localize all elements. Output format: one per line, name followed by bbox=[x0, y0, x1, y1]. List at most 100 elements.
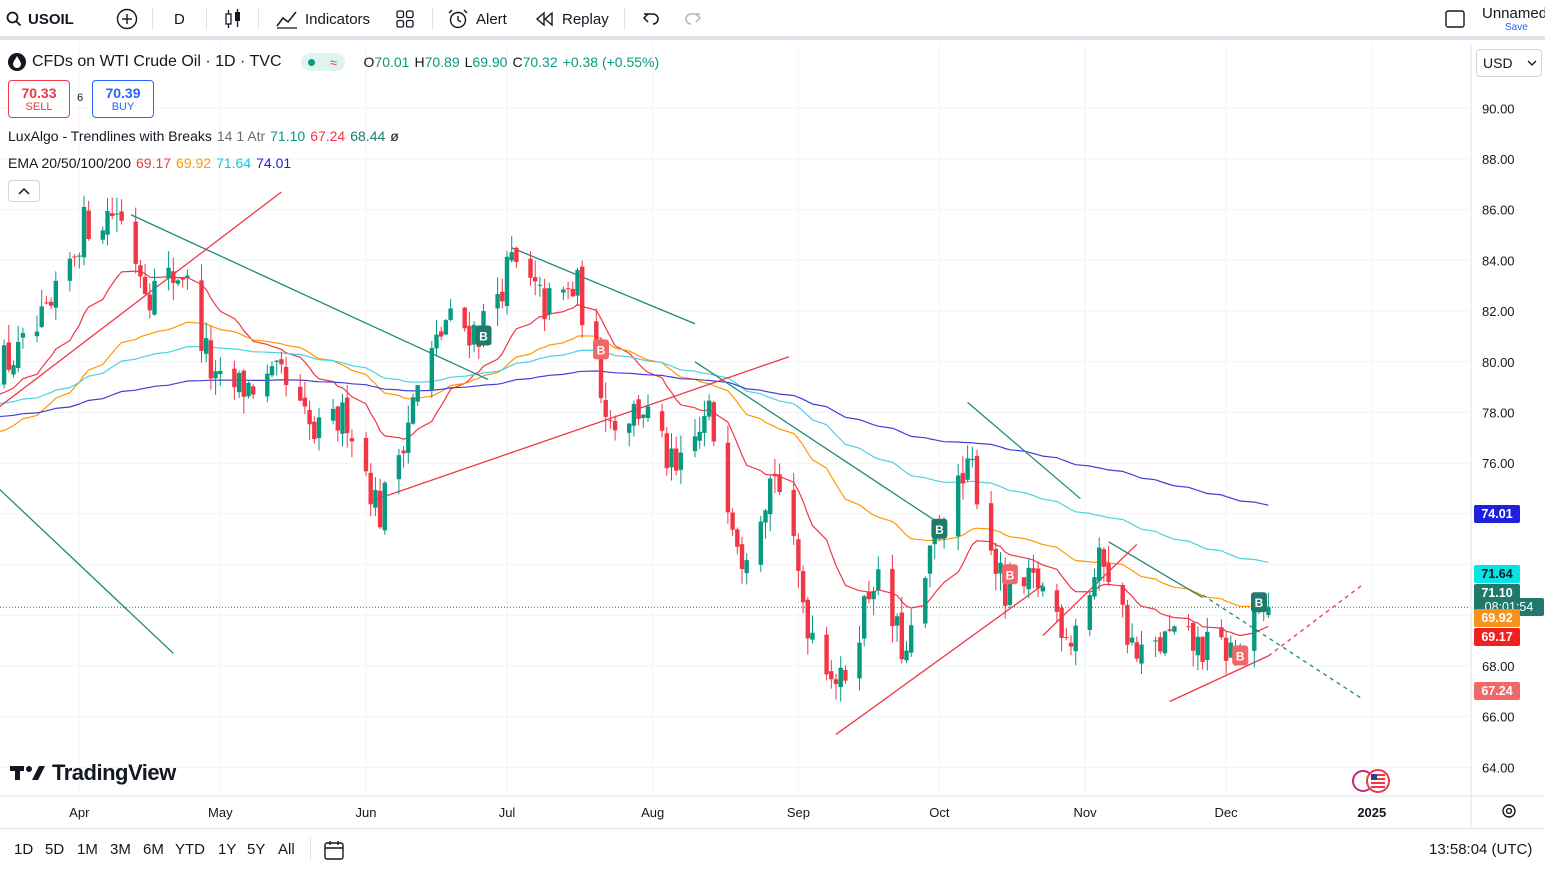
chart-area[interactable]: 64.00 66.00 68.00 76.00 78.00 80.00 82.00 84.00… bbox=[0, 44, 1545, 828]
candle-body bbox=[208, 340, 214, 379]
indicator-value-upper: 71.10 bbox=[270, 128, 306, 144]
candle-body bbox=[1068, 642, 1074, 647]
candle-body bbox=[909, 625, 914, 653]
candle-body bbox=[11, 365, 16, 375]
add-circle-icon bbox=[116, 8, 138, 30]
interval-button[interactable]: D bbox=[174, 0, 185, 38]
time-axis-label: Jul bbox=[499, 805, 516, 820]
ema200-value: 74.01 bbox=[256, 155, 292, 171]
range-button-ytd[interactable]: YTD bbox=[175, 841, 205, 858]
candle-body bbox=[448, 308, 453, 320]
downtrend-line bbox=[967, 401, 1081, 500]
candle-body bbox=[763, 510, 768, 523]
candle-body bbox=[768, 478, 773, 515]
candle-body bbox=[678, 452, 684, 470]
indicators-button[interactable]: Indicators bbox=[275, 0, 370, 38]
compare-button[interactable] bbox=[116, 0, 138, 38]
indicators-label: Indicators bbox=[305, 10, 371, 28]
candle-body bbox=[1097, 547, 1102, 581]
goto-date-button[interactable] bbox=[322, 839, 346, 866]
layouts-button[interactable] bbox=[394, 0, 416, 38]
alert-button[interactable]: Alert bbox=[446, 0, 507, 38]
buy-button[interactable]: 70.39 BUY bbox=[92, 80, 154, 118]
candle-body bbox=[251, 386, 256, 395]
range-button-6m[interactable]: 6M bbox=[143, 841, 164, 858]
ema100-value: 71.64 bbox=[216, 155, 252, 171]
time-axis-label: Aug bbox=[641, 805, 664, 820]
layout-name[interactable]: Unnamed bbox=[1482, 6, 1545, 22]
economic-events-icon[interactable] bbox=[1350, 768, 1396, 794]
candle-body bbox=[213, 371, 218, 379]
candle-body bbox=[711, 402, 716, 442]
ema50-line bbox=[0, 321, 1269, 608]
candle-body bbox=[791, 489, 796, 536]
save-link[interactable]: Save bbox=[1505, 22, 1528, 33]
candle-body bbox=[467, 325, 472, 346]
candle-body bbox=[335, 406, 340, 431]
candle-body bbox=[152, 280, 157, 315]
close-value: 70.32 bbox=[522, 54, 558, 70]
candle-body bbox=[1040, 586, 1045, 592]
high-value: 70.89 bbox=[424, 54, 460, 70]
candle-body bbox=[890, 568, 895, 627]
candle-body bbox=[664, 433, 669, 469]
candle-body bbox=[471, 324, 477, 345]
indicator-value-lower: 67.24 bbox=[310, 128, 346, 144]
candle-body bbox=[138, 265, 143, 277]
time-axis-label: May bbox=[208, 805, 233, 820]
candle-body bbox=[1228, 642, 1233, 658]
undo-button[interactable] bbox=[641, 0, 661, 38]
candle-body bbox=[316, 417, 322, 438]
range-button-5y[interactable]: 5Y bbox=[247, 841, 266, 858]
candle-body bbox=[410, 397, 416, 424]
range-button-3m[interactable]: 3M bbox=[110, 841, 131, 858]
tradingview-logo[interactable]: TradingView bbox=[10, 760, 176, 786]
currency-select[interactable]: USD bbox=[1476, 49, 1542, 77]
candle-body bbox=[528, 258, 533, 278]
utc-clock[interactable]: 13:58:04 (UTC) bbox=[1429, 841, 1533, 858]
price-axis-label: 68.00 bbox=[1482, 659, 1515, 674]
ema200-line bbox=[0, 370, 1269, 506]
candle-body bbox=[439, 331, 444, 337]
layout-select-checkbox[interactable] bbox=[1444, 0, 1466, 38]
candle-body bbox=[645, 406, 651, 418]
time-axis-label: Oct bbox=[929, 805, 950, 820]
candle-body bbox=[570, 288, 575, 297]
candle-body bbox=[434, 334, 439, 349]
downtrend-line bbox=[130, 214, 489, 381]
candle-body bbox=[302, 397, 308, 407]
symbol-search-button[interactable]: USOIL bbox=[6, 0, 74, 38]
indicator-legend-ema[interactable]: EMA 20/50/100/200 69.17 69.92 71.64 74.0… bbox=[8, 155, 296, 171]
alarm-clock-icon bbox=[448, 9, 468, 29]
range-button-1m[interactable]: 1M bbox=[77, 841, 98, 858]
candle-body bbox=[899, 612, 904, 660]
settings-gear-icon[interactable] bbox=[1500, 802, 1518, 825]
buy-price: 70.39 bbox=[105, 85, 141, 101]
candle-body bbox=[86, 210, 91, 240]
range-button-1y[interactable]: 1Y bbox=[218, 841, 237, 858]
candle-body bbox=[20, 333, 26, 338]
currency-label: USD bbox=[1483, 55, 1513, 71]
replay-button[interactable]: Replay bbox=[534, 0, 609, 38]
chart-type-button[interactable] bbox=[222, 0, 244, 38]
indicator-legend-luxalgo[interactable]: LuxAlgo - Trendlines with Breaks 14 1 At… bbox=[8, 128, 404, 144]
trend-lower-tag: 67.24 bbox=[1474, 682, 1520, 701]
price-chart[interactable]: 64.00 66.00 68.00 76.00 78.00 80.00 82.00 84.00… bbox=[0, 44, 1545, 828]
candle-body bbox=[744, 560, 749, 574]
candle-body bbox=[1153, 640, 1158, 642]
range-button-5d[interactable]: 5D bbox=[45, 841, 65, 858]
break-signal-label: B bbox=[935, 523, 944, 537]
candle-body bbox=[1200, 636, 1205, 662]
candle-body bbox=[142, 276, 148, 294]
uptrend-projection bbox=[1268, 584, 1363, 657]
candle-body bbox=[1162, 631, 1168, 654]
candle-body bbox=[1252, 609, 1257, 651]
candle-body bbox=[105, 211, 110, 235]
candle-body bbox=[133, 221, 138, 264]
market-status-badge[interactable]: ≈ bbox=[300, 53, 345, 71]
range-button-all[interactable]: All bbox=[278, 841, 295, 858]
range-button-1d[interactable]: 1D bbox=[14, 841, 34, 858]
sell-button[interactable]: 70.33 SELL bbox=[8, 80, 70, 118]
redo-button[interactable] bbox=[683, 0, 703, 38]
collapse-legend-button[interactable] bbox=[8, 180, 40, 202]
